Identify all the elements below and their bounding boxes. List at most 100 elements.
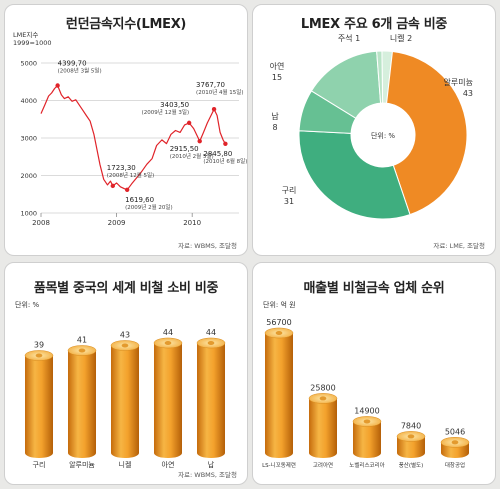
- metals-source: 자료: LME, 조달청: [433, 242, 485, 250]
- china-value-label: 44: [206, 328, 216, 337]
- china-bar-2: [68, 350, 96, 459]
- china-category-label: 납: [208, 460, 215, 469]
- slice-value: 15: [272, 73, 282, 82]
- annotation-date: (2008년 12월 5일): [107, 171, 154, 179]
- ranking-bar-1-hole: [275, 330, 283, 336]
- annotation-value: 3767,70: [196, 81, 225, 89]
- slice-label: 아연: [270, 61, 285, 71]
- ranking-panel: 매출별 비철금속 업체 순위 단위: 억 원 56700 LS-니꼬동제련 25800…: [252, 262, 496, 485]
- annotation-point: [211, 107, 217, 112]
- annotation-point: [223, 141, 228, 146]
- annotation-date: (2010년 6월 8일): [203, 157, 247, 165]
- y-tick-label: 2000: [20, 172, 37, 180]
- annotation-value: 3403,50: [160, 101, 189, 109]
- annotation-value: 1619,60: [125, 196, 154, 204]
- china-bar-1: [25, 355, 53, 459]
- lmex-panel: 런던금속지수(LMEX) LME지수 1999=1000 5000 4000 3000 2…: [4, 4, 248, 256]
- x-tick-label: 2010: [183, 219, 201, 227]
- metals-panel: LMEX 주요 6개 금속 비중 니켈 2 알루미늄 43 구리 31 납 8 아연 15 주석 …: [252, 4, 496, 256]
- metals-title: LMEX 주요 6개 금속 비중: [300, 17, 448, 32]
- ranking-value-label: 5046: [445, 427, 465, 436]
- annotation-date: (2010년 4월 15일): [196, 88, 243, 96]
- y-axis-label: 1999=1000: [13, 39, 52, 47]
- china-bar-2-hole: [78, 348, 86, 353]
- china-bar-3-hole: [121, 343, 129, 348]
- ranking-value-label: 56700: [266, 318, 291, 327]
- slice-label: 납: [271, 112, 279, 121]
- y-tick-label: 1000: [20, 210, 37, 218]
- china-bar-5-hole: [207, 340, 215, 346]
- y-tick-label: 3000: [20, 135, 37, 143]
- china-category-label: 아연: [162, 460, 175, 469]
- annotation-date: (2009년 12월 3일): [142, 108, 189, 116]
- china-category-label: 알루미늄: [69, 460, 95, 469]
- ranking-category-label: 노벨리스코리아: [349, 461, 384, 469]
- ranking-bar-chart: 단위: 억 원 56700 LS-니꼬동제련 25800 고려아연 14900 노벨리스코리…: [262, 300, 470, 469]
- annotation-date: (2009년 2월 20일): [125, 203, 172, 211]
- ranking-category-label: 풍산(별도): [399, 461, 424, 469]
- annotation-point: [55, 83, 60, 88]
- china-bar-5: [197, 343, 226, 459]
- donut-center-label: 단위: %: [371, 131, 395, 140]
- china-bar-4-hole: [164, 340, 172, 346]
- donut-slice-5: [376, 50, 384, 104]
- ranking-category-label: LS-니꼬동제련: [262, 461, 296, 469]
- ranking-bar-3-hole: [363, 419, 371, 424]
- annotation-value: 4399,70: [58, 60, 87, 68]
- ranking-category-label: 대창공업: [445, 461, 465, 469]
- ranking-bar-4-hole: [407, 434, 415, 439]
- annotation-value: 1723,30: [107, 164, 136, 172]
- ranking-bar-2-hole: [319, 396, 327, 401]
- annotation-point: [124, 187, 130, 192]
- ranking-bar-1: [265, 333, 293, 459]
- ranking-unit: 단위: 억 원: [263, 300, 296, 309]
- china-value-label: 39: [34, 341, 44, 350]
- ranking-bar-5-hole: [451, 440, 459, 445]
- annotation-point: [197, 138, 202, 144]
- slice-label: 알루미늄: [444, 77, 473, 87]
- china-bar-1-hole: [35, 353, 43, 358]
- annotation-date: (2008년 3월 5일): [58, 67, 102, 75]
- metals-donut-chart: 니켈 2 알루미늄 43 구리 31 납 8 아연 15 주석 1 단위: %: [270, 33, 473, 220]
- annotation-value: 2845,80: [203, 150, 232, 158]
- x-tick-label: 2008: [32, 219, 50, 227]
- x-tick-label: 2009: [108, 219, 126, 227]
- china-source: 자료: WBMS, 조달청: [178, 471, 237, 479]
- slice-label: 니켈 2: [390, 33, 412, 43]
- slice-value: 31: [284, 197, 294, 206]
- china-bar-chart: 단위: % 39 구리 41 알루미늄 43 니켈 44 아연 44 납: [15, 300, 226, 469]
- annotation-point: [186, 120, 192, 126]
- lmex-title: 런던금속지수(LMEX): [65, 17, 187, 32]
- ranking-value-label: 25800: [310, 383, 335, 392]
- slice-label: 구리: [282, 186, 297, 195]
- china-value-label: 44: [163, 328, 173, 337]
- ranking-title: 매출별 비철금속 업체 순위: [303, 281, 445, 296]
- y-axis-label: LME지수: [13, 30, 38, 39]
- china-bar-4: [154, 343, 182, 459]
- china-unit: 단위: %: [15, 300, 39, 309]
- ranking-bar-4: [397, 436, 425, 459]
- ranking-value-label: 14900: [354, 406, 379, 415]
- ranking-value-label: 7840: [401, 421, 421, 430]
- china-panel: 품목별 중국의 세계 비철 소비 비중 단위: % 39 구리 41 알루미늄 43 니켈 4…: [4, 262, 248, 485]
- lmex-source: 자료: WBMS, 조달청: [178, 242, 237, 250]
- china-bar-3: [111, 345, 139, 459]
- donut-slice-2: [298, 130, 411, 220]
- annotation-value: 2915,50: [170, 145, 199, 153]
- china-value-label: 43: [120, 331, 130, 340]
- ranking-category-label: 고려아연: [313, 461, 333, 469]
- ranking-bar-3: [353, 421, 381, 459]
- china-title: 품목별 중국의 세계 비철 소비 비중: [33, 281, 219, 296]
- china-category-label: 니켈: [119, 460, 132, 469]
- y-tick-label: 4000: [20, 97, 37, 105]
- slice-value: 43: [463, 89, 473, 98]
- ranking-bar-2: [309, 398, 337, 459]
- donut-slice-1: [386, 50, 468, 216]
- slice-label: 주석 1: [338, 33, 360, 43]
- china-value-label: 41: [77, 336, 87, 345]
- slice-value: 8: [272, 123, 277, 132]
- y-tick-label: 5000: [20, 60, 37, 68]
- china-category-label: 구리: [33, 460, 46, 469]
- annotation-date: (2010년 2월 5일): [170, 152, 214, 160]
